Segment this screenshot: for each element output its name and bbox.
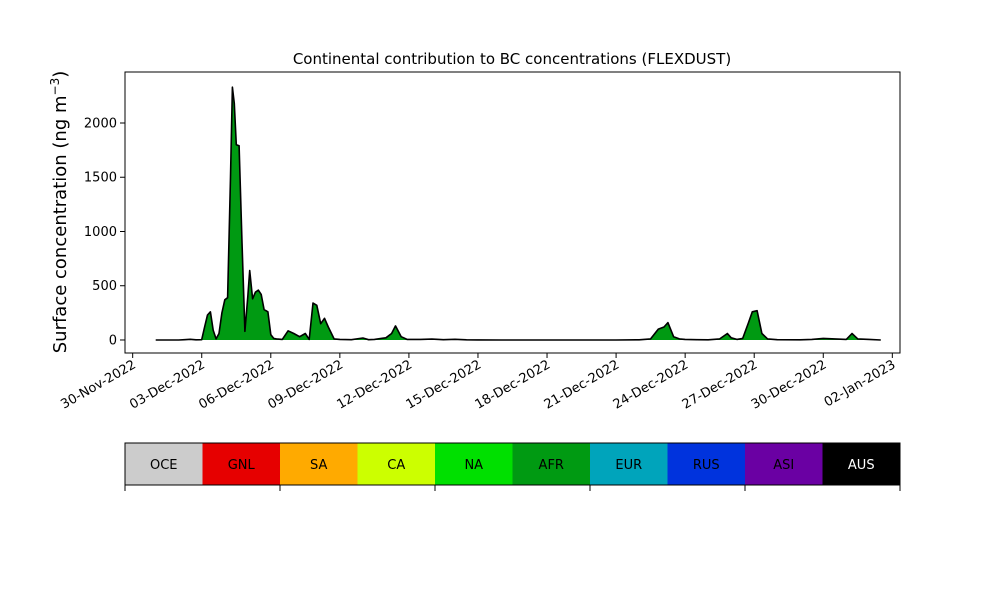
legend-swatch-ca bbox=[357, 443, 436, 485]
legend-frame bbox=[124, 442, 901, 486]
legend-label-rus: RUS bbox=[693, 458, 720, 473]
legend-swatch-oce bbox=[125, 443, 203, 485]
legend-label-asi: ASI bbox=[773, 458, 794, 473]
legend-swatch-sa bbox=[280, 443, 358, 485]
legend-swatch-asi bbox=[745, 443, 823, 485]
legend-swatch-rus bbox=[667, 443, 746, 485]
legend-colorbar: OCE GNL SA CA NA AFR EUR RUS ASI AUS bbox=[124, 442, 901, 491]
plot-frame bbox=[124, 71, 901, 354]
y-axis: 0 500 1000 1500 2000 bbox=[84, 116, 125, 348]
legend-label-eur: EUR bbox=[615, 458, 642, 473]
series-area-afr bbox=[155, 87, 881, 340]
series-outline-afr bbox=[155, 86, 881, 341]
legend-swatch-gnl bbox=[202, 443, 281, 485]
legend-swatch-aus bbox=[822, 443, 901, 485]
legend-swatch-na bbox=[435, 443, 513, 485]
legend-label-sa: SA bbox=[310, 458, 327, 473]
chart-title: Continental contribution to BC concentra… bbox=[293, 50, 731, 68]
y-tick-label: 2000 bbox=[84, 116, 117, 131]
legend-swatch-eur bbox=[590, 443, 668, 485]
y-tick-label: 1000 bbox=[84, 225, 117, 240]
legend-swatch-afr bbox=[512, 443, 591, 485]
legend-label-gnl: GNL bbox=[228, 458, 256, 473]
y-tick-label: 500 bbox=[92, 279, 117, 294]
y-axis-label-superscript: −3 bbox=[48, 78, 62, 96]
y-tick-label: 1500 bbox=[84, 171, 117, 186]
legend-label-oce: OCE bbox=[150, 458, 178, 473]
legend-label-ca: CA bbox=[387, 458, 405, 473]
legend-label-aus: AUS bbox=[848, 458, 875, 473]
legend-label-afr: AFR bbox=[539, 458, 564, 473]
plot-area bbox=[124, 71, 901, 354]
y-tick-label: 0 bbox=[109, 333, 117, 348]
legend-label-na: NA bbox=[464, 458, 483, 473]
y-axis-label-close: ) bbox=[50, 71, 71, 78]
y-axis-label: Surface concentration (ng m−3) bbox=[48, 71, 71, 354]
y-axis-label-main: Surface concentration (ng m bbox=[50, 95, 71, 353]
